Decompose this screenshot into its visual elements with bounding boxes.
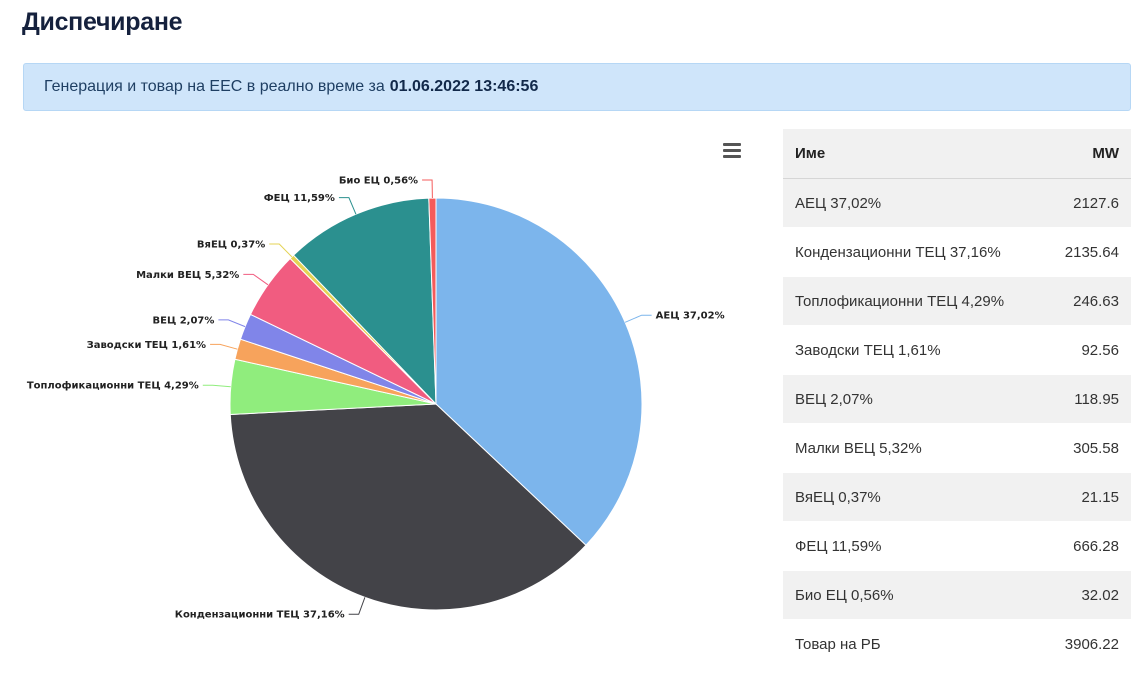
row-mw: 92.56 xyxy=(1043,325,1131,375)
generation-table: Име MW АЕЦ 37,02% 2127.6 Кондензационни ТЕ… xyxy=(783,129,1131,669)
slice-connector xyxy=(422,179,433,199)
info-banner: Генерация и товар на ЕЕС в реално време … xyxy=(23,63,1131,111)
table-row: ВяЕЦ 0,37% 21.15 xyxy=(783,472,1131,522)
header-mw: MW xyxy=(1043,129,1131,179)
pie-chart-svg: АЕЦ 37,02% Кондензационни ТЕЦ 37,16% Топло… xyxy=(27,176,725,621)
row-name: Био ЕЦ 0,56% xyxy=(783,570,1044,620)
hamburger-menu-icon[interactable] xyxy=(723,143,741,158)
slice-label: Био ЕЦ 0,56% xyxy=(339,176,418,187)
row-name: ФЕЦ 11,59% xyxy=(783,521,1044,571)
row-mw: 118.95 xyxy=(1043,374,1131,424)
table-row: Топлофикационни ТЕЦ 4,29% 246.63 xyxy=(783,276,1131,326)
row-name: Заводски ТЕЦ 1,61% xyxy=(783,325,1044,375)
slice-connector xyxy=(202,384,231,388)
slice-label: ВяЕЦ 0,37% xyxy=(197,239,265,250)
slice-label: Кондензационни ТЕЦ 37,16% xyxy=(175,610,345,621)
row-mw: 305.58 xyxy=(1043,423,1131,473)
table-row: ВЕЦ 2,07% 118.95 xyxy=(783,374,1131,424)
banner-text: Генерация и товар на ЕЕС в реално време … xyxy=(44,78,385,95)
table-row: Малки ВЕЦ 5,32% 305.58 xyxy=(783,423,1131,473)
pie-slice[interactable] xyxy=(229,403,587,611)
slice-connector xyxy=(243,273,269,286)
row-mw: 3906.22 xyxy=(1043,619,1131,669)
pie-chart: АЕЦ 37,02% Кондензационни ТЕЦ 37,16% Топло… xyxy=(23,128,763,668)
table-row: АЕЦ 37,02% 2127.6 xyxy=(783,178,1131,228)
pie-slice[interactable] xyxy=(292,197,437,406)
slice-connector xyxy=(624,314,652,323)
slice-label: ВЕЦ 2,07% xyxy=(152,315,214,326)
row-mw: 32.02 xyxy=(1043,570,1131,620)
row-mw: 666.28 xyxy=(1043,521,1131,571)
slice-connector xyxy=(210,343,238,350)
banner-timestamp: 01.06.2022 13:46:56 xyxy=(389,78,539,95)
row-name: Топлофикационни ТЕЦ 4,29% xyxy=(783,276,1044,326)
slice-label: ФЕЦ 11,59% xyxy=(264,193,335,204)
header-name: Име xyxy=(783,129,1044,179)
slice-connector xyxy=(218,319,246,328)
slice-connector xyxy=(348,597,366,615)
table-header-row: Име MW xyxy=(783,129,1131,179)
row-mw: 2135.64 xyxy=(1043,227,1131,277)
slice-connector xyxy=(269,243,293,258)
row-name: АЕЦ 37,02% xyxy=(783,178,1044,228)
row-name: ВЕЦ 2,07% xyxy=(783,374,1044,424)
table-row: Био ЕЦ 0,56% 32.02 xyxy=(783,570,1131,620)
row-name: ВяЕЦ 0,37% xyxy=(783,472,1044,522)
slice-label: Малки ВЕЦ 5,32% xyxy=(136,270,239,281)
table-row: Заводски ТЕЦ 1,61% 92.56 xyxy=(783,325,1131,375)
row-name: Товар на РБ xyxy=(783,619,1044,669)
page-title: Диспечиране xyxy=(22,8,183,36)
slice-label: АЕЦ 37,02% xyxy=(656,311,725,322)
row-mw: 21.15 xyxy=(1043,472,1131,522)
table-row: ФЕЦ 11,59% 666.28 xyxy=(783,521,1131,571)
slice-label: Топлофикационни ТЕЦ 4,29% xyxy=(27,380,199,392)
row-mw: 2127.6 xyxy=(1043,178,1131,228)
table-row: Кондензационни ТЕЦ 37,16% 2135.64 xyxy=(783,227,1131,277)
row-mw: 246.63 xyxy=(1043,276,1131,326)
slice-label: Заводски ТЕЦ 1,61% xyxy=(87,340,206,351)
table-row: Товар на РБ 3906.22 xyxy=(783,619,1131,669)
row-name: Кондензационни ТЕЦ 37,16% xyxy=(783,227,1044,277)
row-name: Малки ВЕЦ 5,32% xyxy=(783,423,1044,473)
pie-slice[interactable] xyxy=(435,197,643,546)
slice-connector xyxy=(338,197,357,215)
